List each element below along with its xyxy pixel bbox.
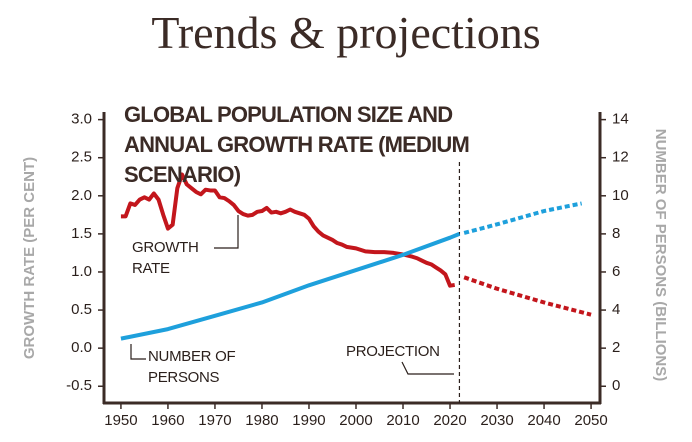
data-line (120, 232, 461, 341)
x-tick-label: 2050 (574, 412, 607, 429)
y2-tick-label: 4 (612, 301, 620, 318)
y-tick-label: -0.5 (66, 377, 92, 394)
x-tick-label: 1990 (292, 412, 325, 429)
data-line (120, 172, 456, 288)
x-tick-label: 1950 (104, 412, 137, 429)
y-tick-label: 1.0 (71, 263, 92, 280)
y2-axis-label: NUMBER OF PERSONS (BILLIONS) (652, 129, 669, 382)
y2-tick-label: 12 (612, 149, 629, 166)
y2-tick-label: 0 (612, 377, 620, 394)
x-tick-label: 1970 (198, 412, 231, 429)
y-tick-label: 0.5 (71, 301, 92, 318)
y2-tick-label: 6 (612, 263, 620, 280)
leader-line (214, 215, 239, 249)
annotation: GROWTH RATE (132, 239, 199, 277)
chart-title: GLOBAL POPULATION SIZE AND ANNUAL GROWTH… (124, 102, 470, 187)
y-tick-label: 0.0 (71, 339, 92, 356)
leader-line (130, 344, 146, 360)
data-line (463, 275, 592, 317)
data-line (463, 201, 583, 235)
x-tick-label: 2010 (386, 412, 419, 429)
annotation: PROJECTION (346, 343, 440, 360)
x-tick-label: 2030 (480, 412, 513, 429)
x-tick-label: 2000 (339, 412, 372, 429)
x-tick-label: 2040 (527, 412, 560, 429)
y2-tick-label: 8 (612, 225, 620, 242)
page-title: Trends & projections (151, 7, 541, 58)
y-tick-label: 1.5 (71, 225, 92, 242)
x-tick-label: 2020 (433, 412, 466, 429)
y-axis-label: GROWTH RATE (PER CENT) (21, 157, 38, 359)
annotation: NUMBER OF PERSONS (148, 348, 236, 386)
y-tick-label: 2.5 (71, 149, 92, 166)
y-tick-label: 3.0 (71, 111, 92, 128)
x-tick-label: 1960 (151, 412, 184, 429)
y-tick-label: 2.0 (71, 187, 92, 204)
y2-tick-label: 10 (612, 187, 629, 204)
y2-tick-label: 14 (612, 111, 629, 128)
leader-line (401, 361, 454, 375)
x-tick-label: 1980 (245, 412, 278, 429)
y2-tick-label: 2 (612, 339, 620, 356)
